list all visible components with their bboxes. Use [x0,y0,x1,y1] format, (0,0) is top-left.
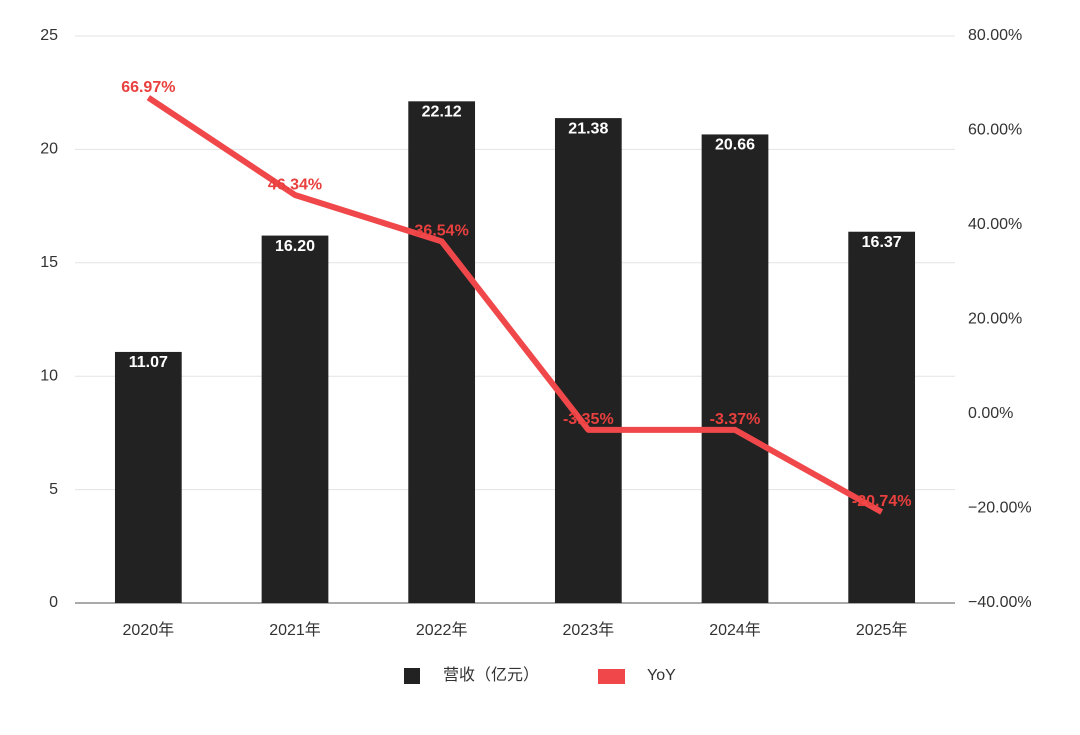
yoy-value-label: 66.97% [121,79,175,96]
y-tick-label: 15 [40,254,58,271]
yoy-value-labels: 66.97% 46.34% 36.54% -3.35% -3.37% -20.74% [121,79,911,510]
revenue-value-label: 16.37 [862,234,902,251]
x-tick-label: 2025年 [856,621,908,639]
yoy-line-series [146,95,884,515]
revenue-bar [701,134,769,603]
yoy-value-label: -3.35% [563,411,614,428]
revenue-bar [408,101,476,604]
left-y-axis: 0 5 10 15 20 25 [40,27,58,611]
revenue-value-label: 16.20 [275,238,315,255]
revenue-value-labels: 11.07 16.20 22.12 21.38 20.66 16.37 [129,104,902,372]
x-tick-label: 2022年 [416,621,468,639]
revenue-bar [114,351,182,603]
x-tick-label: 2023年 [563,621,615,639]
x-tick-label: 2021年 [269,621,321,639]
y-tick-label: 25 [40,27,58,44]
legend-swatch-yoy [598,669,625,684]
y2-tick-label: 60.00% [968,122,1022,139]
yoy-value-label: -20.74% [852,493,912,510]
y2-tick-label: −40.00% [968,594,1032,611]
revenue-value-label: 11.07 [129,354,168,371]
gridlines [75,35,955,604]
legend-label-yoy: YoY [647,667,676,684]
y2-tick-label: 80.00% [968,27,1022,44]
revenue-bar [848,231,916,603]
y2-tick-label: 40.00% [968,216,1022,233]
revenue-value-label: 22.12 [422,104,462,121]
y2-tick-label: 0.00% [968,405,1013,422]
yoy-value-label: -3.37% [710,411,761,428]
x-tick-label: 2020年 [123,621,175,639]
revenue-value-label: 21.38 [568,120,608,137]
y-tick-label: 10 [40,367,58,384]
legend-item-yoy[interactable]: YoY [598,667,676,684]
y-tick-label: 5 [49,481,58,498]
yoy-value-label: 36.54% [415,223,469,240]
legend-label-revenue: 营收（亿元） [443,666,539,684]
yoy-line [146,95,884,515]
legend-item-revenue[interactable]: 营收（亿元） [404,666,539,684]
yoy-value-label: 46.34% [268,176,322,193]
y-tick-label: 0 [49,594,58,611]
x-axis: 2020年 2021年 2022年 2023年 2024年 2025年 [123,621,908,639]
revenue-bars [114,101,916,604]
y2-tick-label: −20.00% [968,500,1032,517]
y-tick-label: 20 [40,141,58,158]
legend: 营收（亿元） YoY [404,666,676,684]
revenue-value-label: 20.66 [715,137,755,154]
y2-tick-label: 20.00% [968,311,1022,328]
revenue-bar [554,118,622,604]
right-y-axis: −40.00% −20.00% 0.00% 20.00% 40.00% 60.00% 80.… [968,27,1032,611]
legend-swatch-revenue [404,668,420,684]
revenue-bar [261,235,329,604]
x-tick-label: 2024年 [709,621,761,639]
